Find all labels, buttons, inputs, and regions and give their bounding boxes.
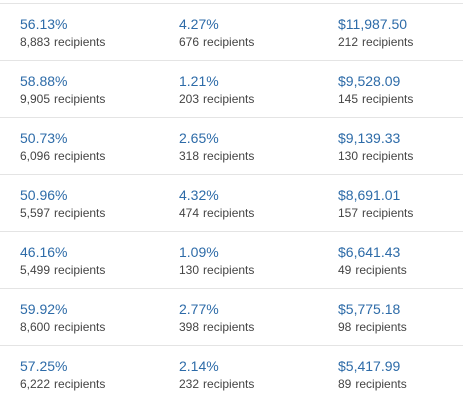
revenue-value[interactable]: $6,641.43 (338, 244, 401, 260)
open-rate-cell: 57.25% 6,222 recipients (20, 358, 105, 392)
table-row: 57.25% 6,222 recipients 2.14% 232 recipien… (0, 346, 463, 401)
open-recipients: 8,600 recipients (20, 320, 106, 334)
revenue-recipients: 157 recipients (338, 206, 414, 220)
revenue-cell: $5,417.99 89 recipients (338, 358, 407, 392)
open-rate-value[interactable]: 57.25% (20, 358, 68, 374)
table-row: 58.88% 9,905 recipients 1.21% 203 recipien… (0, 61, 463, 118)
click-rate-cell: 4.27% 676 recipients (179, 16, 254, 50)
revenue-recipients: 130 recipients (338, 149, 414, 163)
open-rate-value[interactable]: 46.16% (20, 244, 68, 260)
click-recipients: 398 recipients (179, 320, 255, 334)
open-rate-cell: 50.73% 6,096 recipients (20, 130, 105, 164)
click-rate-value[interactable]: 2.65% (179, 130, 219, 146)
open-rate-cell: 56.13% 8,883 recipients (20, 16, 105, 50)
revenue-recipients: 145 recipients (338, 92, 414, 106)
open-recipients: 9,905 recipients (20, 92, 106, 106)
click-rate-cell: 4.32% 474 recipients (179, 187, 254, 221)
click-recipients: 130 recipients (179, 263, 255, 277)
click-rate-cell: 2.77% 398 recipients (179, 301, 254, 335)
open-rate-value[interactable]: 50.73% (20, 130, 68, 146)
click-rate-cell: 1.09% 130 recipients (179, 244, 254, 278)
click-rate-cell: 2.14% 232 recipients (179, 358, 254, 392)
revenue-cell: $9,528.09 145 recipients (338, 73, 413, 107)
table-row: 46.16% 5,499 recipients 1.09% 130 recipien… (0, 232, 463, 289)
click-rate-value[interactable]: 4.32% (179, 187, 219, 203)
revenue-cell: $11,987.50 212 recipients (338, 16, 413, 50)
table-row: 50.73% 6,096 recipients 2.65% 318 recipien… (0, 118, 463, 175)
open-recipients: 6,096 recipients (20, 149, 106, 163)
click-rate-value[interactable]: 1.09% (179, 244, 219, 260)
revenue-value[interactable]: $5,417.99 (338, 358, 401, 374)
open-rate-value[interactable]: 59.92% (20, 301, 68, 317)
open-rate-value[interactable]: 56.13% (20, 16, 68, 32)
click-rate-value[interactable]: 2.14% (179, 358, 219, 374)
open-recipients: 5,499 recipients (20, 263, 106, 277)
table-top-divider (0, 3, 463, 4)
revenue-value[interactable]: $9,139.33 (338, 130, 401, 146)
open-rate-cell: 46.16% 5,499 recipients (20, 244, 105, 278)
click-recipients: 232 recipients (179, 377, 255, 391)
revenue-cell: $9,139.33 130 recipients (338, 130, 413, 164)
click-recipients: 676 recipients (179, 35, 255, 49)
click-recipients: 474 recipients (179, 206, 255, 220)
open-rate-cell: 50.96% 5,597 recipients (20, 187, 105, 221)
click-rate-value[interactable]: 2.77% (179, 301, 219, 317)
open-rate-value[interactable]: 50.96% (20, 187, 68, 203)
open-rate-cell: 58.88% 9,905 recipients (20, 73, 105, 107)
revenue-cell: $6,641.43 49 recipients (338, 244, 407, 278)
table-row: 50.96% 5,597 recipients 4.32% 474 recipien… (0, 175, 463, 232)
revenue-cell: $5,775.18 98 recipients (338, 301, 407, 335)
revenue-value[interactable]: $5,775.18 (338, 301, 401, 317)
click-recipients: 203 recipients (179, 92, 255, 106)
click-rate-value[interactable]: 1.21% (179, 73, 219, 89)
revenue-recipients: 89 recipients (338, 377, 407, 391)
open-recipients: 6,222 recipients (20, 377, 106, 391)
revenue-value[interactable]: $8,691.01 (338, 187, 401, 203)
revenue-cell: $8,691.01 157 recipients (338, 187, 413, 221)
revenue-recipients: 98 recipients (338, 320, 407, 334)
revenue-value[interactable]: $9,528.09 (338, 73, 401, 89)
open-rate-value[interactable]: 58.88% (20, 73, 68, 89)
revenue-recipients: 212 recipients (338, 35, 414, 49)
revenue-recipients: 49 recipients (338, 263, 407, 277)
click-recipients: 318 recipients (179, 149, 255, 163)
table-row: 59.92% 8,600 recipients 2.77% 398 recipien… (0, 289, 463, 346)
table-row: 56.13% 8,883 recipients 4.27% 676 recipien… (0, 4, 463, 61)
click-rate-value[interactable]: 4.27% (179, 16, 219, 32)
click-rate-cell: 1.21% 203 recipients (179, 73, 254, 107)
open-rate-cell: 59.92% 8,600 recipients (20, 301, 105, 335)
open-recipients: 5,597 recipients (20, 206, 106, 220)
click-rate-cell: 2.65% 318 recipients (179, 130, 254, 164)
open-recipients: 8,883 recipients (20, 35, 106, 49)
revenue-value[interactable]: $11,987.50 (338, 16, 408, 32)
